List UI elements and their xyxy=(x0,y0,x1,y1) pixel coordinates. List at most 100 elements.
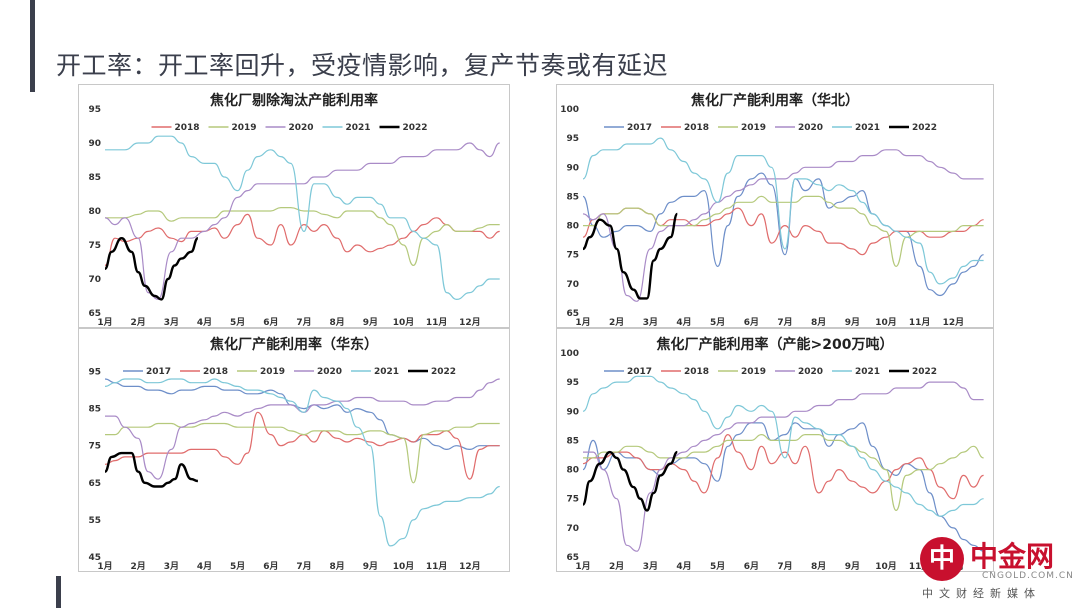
series-line-2021 xyxy=(582,375,984,517)
series-line-2017 xyxy=(104,378,500,450)
y-tick-label: 70 xyxy=(566,524,579,534)
y-tick-label: 95 xyxy=(566,378,579,388)
y-tick-label: 65 xyxy=(88,309,101,319)
legend-label: 2022 xyxy=(912,367,937,377)
x-tick-label: 12月 xyxy=(459,317,481,327)
x-tick-label: 4月 xyxy=(197,561,212,571)
series-line-2018 xyxy=(104,213,500,266)
x-tick-label: 10月 xyxy=(393,561,415,571)
x-tick-label: 1月 xyxy=(575,561,590,571)
chart-2: 焦化厂产能利用率（华北） 2017 2018 2019 2020 2021 2022 65 70… xyxy=(560,92,984,327)
legend: 2017 2018 2019 2020 2021 2022 xyxy=(604,123,937,133)
y-tick-label: 75 xyxy=(88,442,101,452)
y-tick-label: 85 xyxy=(566,436,579,446)
x-tick-label: 9月 xyxy=(845,317,860,327)
legend-label: 2020 xyxy=(317,367,342,377)
legend-label: 2018 xyxy=(684,367,709,377)
legend-label: 2019 xyxy=(260,367,285,377)
y-tick-label: 75 xyxy=(88,241,101,251)
chart-1: 焦化厂剔除淘汰产能利用率 2018 2019 2020 2021 2022 65 70 75 80… xyxy=(88,92,500,327)
x-tick-label: 2月 xyxy=(609,561,624,571)
legend-label: 2021 xyxy=(855,367,880,377)
chart-panel-3: 焦化厂产能利用率（华东） 2017 2018 2019 2020 2021 2022 45 55… xyxy=(78,328,510,572)
series-line-2020 xyxy=(583,381,984,552)
legend-label: 2018 xyxy=(203,367,228,377)
y-tick-label: 85 xyxy=(88,405,101,415)
x-tick-label: 9月 xyxy=(363,561,378,571)
x-tick-label: 11月 xyxy=(426,317,448,327)
legend-label: 2021 xyxy=(855,123,880,133)
y-tick-label: 80 xyxy=(566,466,579,476)
y-tick-label: 80 xyxy=(88,207,101,217)
legend: 2018 2019 2020 2021 2022 xyxy=(151,123,428,133)
y-tick-label: 90 xyxy=(566,407,579,417)
series-line-2022 xyxy=(582,212,679,300)
y-tick-label: 70 xyxy=(88,275,101,285)
legend-label: 2020 xyxy=(289,123,314,133)
x-tick-label: 4月 xyxy=(676,561,691,571)
chart-panel-1: 焦化厂剔除淘汰产能利用率 2018 2019 2020 2021 2022 65 70 75 80… xyxy=(78,84,510,328)
legend-label: 2019 xyxy=(232,123,257,133)
x-tick-label: 3月 xyxy=(164,561,179,571)
y-tick-label: 100 xyxy=(560,105,579,115)
x-tick-label: 1月 xyxy=(575,317,590,327)
x-tick-label: 11月 xyxy=(909,561,931,571)
series-line-2019 xyxy=(105,207,500,266)
legend-label: 2022 xyxy=(912,123,937,133)
y-tick-label: 70 xyxy=(566,280,579,290)
series-line-2020 xyxy=(582,149,984,302)
x-tick-label: 9月 xyxy=(845,561,860,571)
chart-panel-2: 焦化厂产能利用率（华北） 2017 2018 2019 2020 2021 2022 65 70… xyxy=(556,84,994,328)
legend-label: 2018 xyxy=(684,123,709,133)
series-line-2022 xyxy=(104,237,199,301)
series-line-2017 xyxy=(582,172,984,297)
x-tick-label: 5月 xyxy=(710,317,725,327)
chart-4: 焦化厂产能利用率（产能>200万吨）2017 2018 2019 2020 2021 20… xyxy=(560,336,984,571)
brand-watermark: 中 中金网 CNGOLD.COM.CN 中文财经新媒体 xyxy=(920,535,1073,605)
y-tick-label: 65 xyxy=(566,553,579,563)
legend-label: 2017 xyxy=(627,367,652,377)
series-line-2019 xyxy=(582,434,984,511)
x-tick-label: 8月 xyxy=(330,561,345,571)
brand-logo: 中 xyxy=(920,537,964,581)
x-tick-label: 9月 xyxy=(363,317,378,327)
x-tick-label: 3月 xyxy=(164,317,179,327)
x-tick-label: 6月 xyxy=(263,561,278,571)
legend-label: 2018 xyxy=(175,123,200,133)
x-tick-label: 8月 xyxy=(330,317,345,327)
series-line-2022 xyxy=(104,451,198,488)
x-tick-label: 2月 xyxy=(131,561,146,571)
y-tick-label: 95 xyxy=(88,105,101,115)
x-tick-label: 3月 xyxy=(643,561,658,571)
brand-name: 中金网 xyxy=(970,540,1055,573)
x-tick-label: 4月 xyxy=(197,317,212,327)
series-line-2022 xyxy=(581,450,678,512)
y-tick-label: 95 xyxy=(88,368,101,378)
x-tick-label: 11月 xyxy=(426,561,448,571)
series-line-2021 xyxy=(104,378,500,547)
x-tick-label: 7月 xyxy=(296,317,311,327)
legend-label: 2020 xyxy=(798,367,823,377)
x-tick-label: 4月 xyxy=(676,317,691,327)
x-tick-label: 6月 xyxy=(263,317,278,327)
x-tick-label: 1月 xyxy=(97,317,112,327)
legend-label: 2022 xyxy=(403,123,428,133)
series-line-2020 xyxy=(105,378,500,480)
y-tick-label: 95 xyxy=(566,134,579,144)
y-tick-label: 85 xyxy=(566,192,579,202)
x-tick-label: 7月 xyxy=(777,317,792,327)
x-tick-label: 8月 xyxy=(811,561,826,571)
y-tick-label: 90 xyxy=(566,163,579,173)
x-tick-label: 12月 xyxy=(943,317,965,327)
series-line-2018 xyxy=(104,411,500,480)
chart-3: 焦化厂产能利用率（华东） 2017 2018 2019 2020 2021 2022 45 55… xyxy=(88,336,500,571)
slide-title: 开工率：开工率回升，受疫情影响，复产节奏或有延迟 xyxy=(56,51,669,80)
x-tick-label: 7月 xyxy=(777,561,792,571)
chart-title: 焦化厂产能利用率（华东） xyxy=(209,336,378,353)
y-tick-label: 75 xyxy=(566,251,579,261)
legend: 2017 2018 2019 2020 2021 2022 xyxy=(123,367,456,377)
x-tick-label: 1月 xyxy=(97,561,112,571)
series-line-2018 xyxy=(582,434,984,500)
x-tick-label: 10月 xyxy=(875,561,897,571)
y-tick-label: 55 xyxy=(88,516,101,526)
